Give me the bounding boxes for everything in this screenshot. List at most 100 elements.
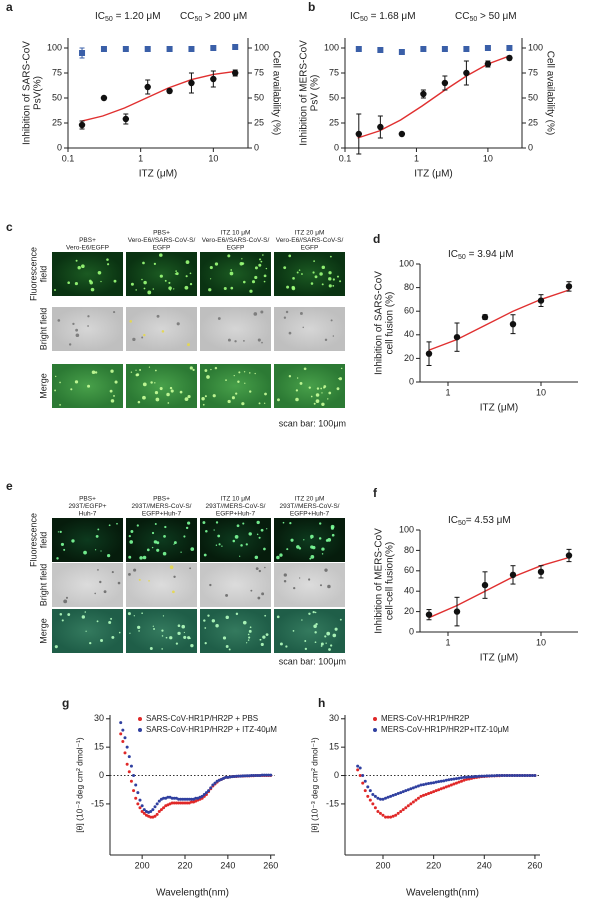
cell (136, 524, 139, 527)
point (243, 774, 247, 778)
point (260, 773, 264, 777)
point (230, 775, 234, 779)
cell (217, 317, 221, 320)
cell (59, 530, 62, 534)
point (500, 774, 504, 778)
point (177, 801, 181, 805)
point (453, 608, 461, 615)
micrograph (274, 563, 345, 607)
cell (338, 377, 343, 381)
point (189, 800, 193, 804)
point (389, 794, 393, 798)
cell (154, 390, 159, 395)
cell (264, 614, 267, 617)
cell (87, 325, 89, 327)
point (497, 774, 501, 778)
cell (154, 523, 157, 526)
point (129, 779, 133, 783)
cell (308, 612, 311, 616)
cell (243, 371, 246, 373)
y-axis-label: Inhibition of MERS-CoV (299, 40, 310, 146)
cell (183, 631, 185, 634)
cell (159, 253, 163, 257)
cell (222, 636, 227, 640)
row-label: Fluorescence (28, 247, 38, 301)
cell (243, 339, 245, 342)
column-header: EGFP (301, 245, 319, 252)
cell (94, 371, 98, 374)
cell (208, 288, 212, 292)
cell (234, 340, 237, 343)
y-axis-label: PsV (%) (310, 75, 321, 112)
x-axis-label: ITZ (μM) (480, 403, 519, 414)
cell (111, 571, 114, 574)
column-header: 293T//MERS-CoV-S/ (280, 503, 340, 510)
cell (164, 279, 167, 282)
cell (87, 384, 91, 388)
point (481, 581, 489, 589)
cell (189, 282, 193, 286)
cell (168, 281, 171, 284)
annotation-part: CC (180, 11, 194, 22)
cell (262, 635, 266, 639)
cell (177, 631, 181, 636)
cell (143, 333, 146, 337)
point (213, 781, 217, 785)
point (424, 792, 428, 796)
point (404, 806, 408, 810)
cell (57, 531, 60, 533)
column-header: PBS+ (79, 237, 96, 244)
cell (84, 611, 87, 613)
point (157, 809, 161, 813)
micrograph (126, 364, 197, 408)
cell (175, 642, 179, 645)
point (434, 780, 438, 784)
cell (117, 581, 121, 585)
cell (108, 524, 111, 527)
point (485, 774, 489, 778)
y2-tick-label: 50 (528, 92, 538, 102)
cell (339, 280, 342, 283)
row-label: field (38, 532, 48, 549)
cell (263, 402, 266, 404)
point (149, 815, 153, 819)
cell (114, 380, 118, 384)
point (414, 785, 418, 789)
cell (138, 630, 140, 632)
row-label: Merge (38, 618, 48, 644)
cell (167, 402, 170, 404)
point (202, 792, 206, 796)
cell (177, 624, 181, 628)
cell (168, 286, 172, 290)
cell (260, 528, 264, 532)
point (396, 811, 400, 815)
point (119, 721, 123, 725)
cell (265, 267, 268, 270)
point (188, 79, 195, 87)
point (411, 786, 415, 790)
point (355, 130, 362, 138)
y-tick-label: 75 (329, 67, 339, 77)
cell (332, 285, 335, 287)
cell (290, 538, 294, 542)
annotation: CC50 > 50 μM (455, 11, 517, 23)
point (470, 775, 474, 779)
cell (142, 382, 147, 387)
point (452, 782, 456, 786)
y2-tick-label: 75 (254, 67, 264, 77)
cell (259, 258, 262, 261)
cell (296, 377, 299, 379)
annotation: CC50 > 200 μM (180, 11, 247, 23)
micrograph (52, 609, 123, 653)
micrograph (126, 307, 197, 351)
cell (291, 286, 296, 291)
cell (203, 553, 207, 557)
point (391, 793, 395, 797)
cell (85, 630, 87, 632)
cell (248, 532, 252, 536)
cell (239, 555, 241, 557)
column-header: PBS+ (153, 496, 170, 503)
point (363, 779, 367, 783)
annotation-part: 50 (105, 16, 113, 23)
